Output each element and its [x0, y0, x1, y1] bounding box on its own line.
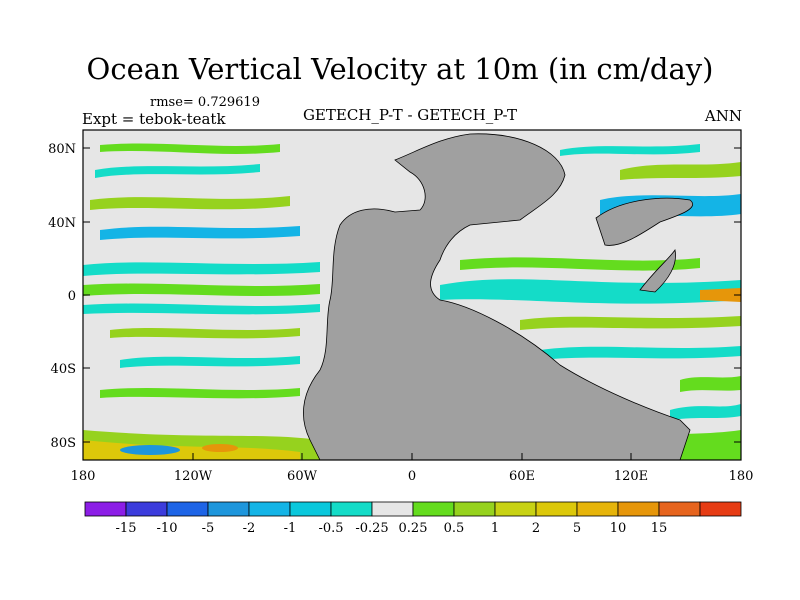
colorbar-label: 1	[491, 521, 499, 536]
colorbar-swatch	[330, 501, 373, 517]
colorbar-swatch	[207, 501, 250, 517]
cimmerian-land	[595, 197, 693, 246]
lat-labels: 80N 40N 0 40S 80S	[48, 142, 76, 451]
colorbar-labels: -15 -10 -5 -2 -1 -0.5 -0.25 0.25 0.5 1 2 5 10 15	[116, 521, 668, 536]
lon-tick-label: 0	[408, 469, 416, 484]
colorbar-label: -2	[243, 521, 256, 536]
colorbar-swatch	[289, 501, 332, 517]
colorbar-label: -5	[202, 521, 215, 536]
colorbar-swatch	[371, 501, 414, 517]
lon-labels: 180 120W 60W 0 60E 120E 180	[71, 469, 754, 484]
colorbar-label: -10	[157, 521, 178, 536]
colorbar-label: 0.5	[444, 521, 465, 536]
lon-tick-label: 180	[71, 469, 96, 484]
colorbar-label: 2	[532, 521, 540, 536]
colorbar	[84, 501, 742, 517]
colorbar-swatch	[658, 501, 701, 517]
lon-tick-label: 180	[729, 469, 754, 484]
lat-tick-marks	[83, 147, 741, 443]
lon-tick-label: 120E	[614, 469, 648, 484]
lon-tick-label: 120W	[174, 469, 213, 484]
colorbar-label: -0.5	[318, 521, 343, 536]
colorbar-swatch	[617, 501, 660, 517]
colorbar-label: 15	[651, 521, 668, 536]
colorbar-swatch	[453, 501, 496, 517]
colorbar-swatch	[412, 501, 455, 517]
colorbar-label: -1	[284, 521, 297, 536]
lon-tick-label: 60W	[287, 469, 318, 484]
map-title: Ocean Vertical Velocity at 10m (in cm/da…	[86, 52, 714, 86]
island-land	[639, 249, 676, 293]
colorbar-swatch	[248, 501, 291, 517]
colorbar-label: 5	[573, 521, 581, 536]
lat-tick-label: 40N	[48, 216, 76, 231]
colorbar-label: -15	[116, 521, 137, 536]
lat-tick-label: 0	[68, 289, 76, 304]
colorbar-swatch	[494, 501, 537, 517]
colorbar-label: 0.25	[399, 521, 428, 536]
colorbar-label: 10	[610, 521, 627, 536]
colorbar-swatch	[166, 501, 209, 517]
colorbar-label: -0.25	[355, 521, 388, 536]
pangaea-land	[303, 133, 691, 460]
subtitle: GETECH_P-T - GETECH_P-T	[302, 106, 518, 124]
lat-tick-label: 80N	[48, 142, 76, 157]
land-masses	[303, 133, 693, 460]
lat-tick-label: 40S	[51, 362, 76, 377]
colorbar-swatch	[535, 501, 578, 517]
rmse-label: rmse= 0.729619	[150, 95, 260, 110]
season-label: ANN	[704, 107, 742, 125]
colorbar-swatch	[699, 501, 742, 517]
lat-tick-label: 80S	[51, 436, 76, 451]
lon-tick-label: 60E	[509, 469, 535, 484]
experiment-label: Expt = tebok-teatk	[82, 110, 226, 128]
velocity-field	[83, 143, 741, 460]
lon-tick-marks	[82, 453, 742, 460]
colorbar-swatch	[125, 501, 168, 517]
colorbar-swatch	[576, 501, 619, 517]
colorbar-swatch	[84, 501, 127, 517]
